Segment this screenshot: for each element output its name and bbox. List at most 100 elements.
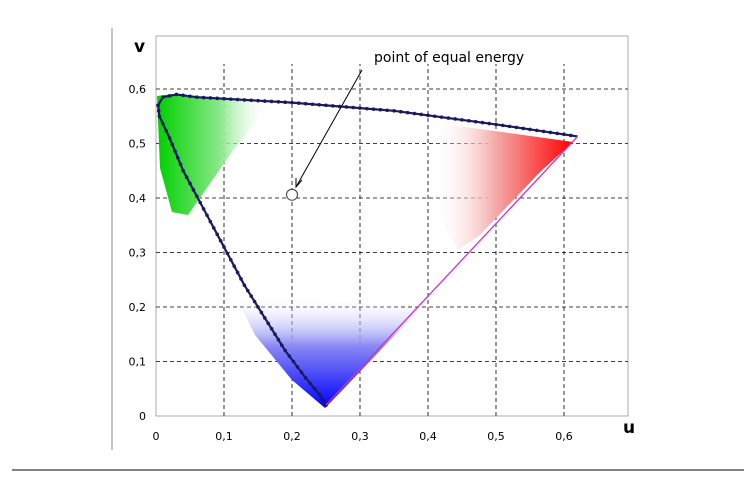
locus-marker bbox=[195, 194, 199, 198]
locus-marker bbox=[181, 168, 185, 173]
locus-marker bbox=[521, 126, 525, 131]
annotation-arrowhead bbox=[295, 178, 303, 189]
locus-marker bbox=[178, 162, 183, 167]
locus-marker bbox=[161, 95, 165, 99]
locus-marker bbox=[569, 133, 573, 138]
purple-line bbox=[325, 135, 579, 406]
locus-marker bbox=[246, 288, 250, 293]
locus-marker bbox=[290, 100, 294, 105]
locus-marker bbox=[201, 95, 206, 100]
y-tick-label: 0,2 bbox=[129, 301, 147, 314]
y-tick-label: 0 bbox=[139, 410, 146, 423]
locus-marker bbox=[188, 94, 192, 99]
locus-marker bbox=[480, 120, 485, 125]
locus-marker bbox=[548, 130, 553, 135]
locus-marker bbox=[324, 103, 328, 108]
y-tick-label: 0,1 bbox=[129, 356, 147, 369]
locus-marker bbox=[280, 343, 284, 347]
locus-marker bbox=[562, 132, 566, 137]
locus-marker bbox=[535, 128, 539, 133]
locus-marker bbox=[266, 321, 271, 326]
locus-marker bbox=[175, 155, 180, 160]
locus-marker bbox=[242, 283, 247, 288]
locus-marker bbox=[467, 118, 471, 123]
locus-marker bbox=[487, 121, 492, 126]
locus-marker bbox=[184, 175, 189, 179]
locus-marker bbox=[287, 354, 292, 358]
locus-marker bbox=[269, 327, 274, 331]
equal-energy-point bbox=[285, 188, 299, 201]
locus-marker bbox=[232, 264, 236, 268]
x-tick-label: 0 bbox=[153, 430, 160, 443]
tick-labels: 0 0,1 0,2 0,3 0,4 0,5 0,6 0 0,1 0,2 0,3 0,4 0,5 0,6 bbox=[129, 83, 573, 443]
y-axis-label: v bbox=[134, 37, 145, 57]
locus-marker bbox=[439, 115, 444, 119]
locus-marker bbox=[317, 392, 322, 397]
locus-marker bbox=[256, 305, 260, 309]
locus-marker bbox=[460, 118, 464, 122]
locus-marker bbox=[344, 105, 349, 109]
spectral-locus bbox=[156, 92, 579, 407]
locus-marker bbox=[218, 238, 223, 243]
locus-marker bbox=[198, 200, 202, 205]
locus-marker bbox=[173, 149, 177, 153]
locus-marker bbox=[188, 181, 192, 186]
locus-marker bbox=[310, 102, 315, 107]
annotation-label: point of equal energy bbox=[374, 50, 524, 66]
locus-marker bbox=[317, 103, 322, 107]
y-tick-label: 0,5 bbox=[129, 138, 147, 151]
locus-marker bbox=[303, 376, 308, 380]
x-tick-label: 0,6 bbox=[555, 430, 573, 443]
locus-marker bbox=[235, 97, 240, 102]
locus-marker bbox=[222, 96, 226, 101]
locus-marker bbox=[167, 94, 172, 98]
y-tick-label: 0,6 bbox=[129, 83, 147, 96]
locus-marker bbox=[507, 124, 512, 129]
locus-marker bbox=[225, 251, 230, 256]
locus-marker bbox=[453, 117, 458, 121]
locus-marker bbox=[235, 270, 240, 275]
locus-marker bbox=[308, 381, 312, 386]
locus-marker bbox=[249, 98, 253, 103]
locus-marker bbox=[365, 106, 369, 111]
locus-marker bbox=[514, 125, 519, 130]
locus-marker bbox=[156, 109, 161, 113]
red-region bbox=[432, 123, 573, 250]
locus-marker bbox=[263, 99, 267, 103]
locus-marker bbox=[208, 219, 213, 224]
green-region bbox=[157, 94, 270, 215]
locus-marker bbox=[283, 348, 288, 353]
locus-marker bbox=[320, 397, 325, 402]
locus-marker bbox=[208, 96, 213, 100]
locus-marker bbox=[378, 107, 383, 112]
locus-marker bbox=[205, 213, 209, 218]
locus-marker bbox=[494, 122, 498, 127]
locus-marker bbox=[283, 100, 288, 105]
locus-marker bbox=[295, 365, 300, 369]
locus-marker bbox=[426, 113, 430, 118]
locus-marker bbox=[229, 257, 233, 262]
locus-marker bbox=[501, 123, 505, 128]
locus-marker bbox=[299, 370, 304, 375]
locus-marker bbox=[157, 114, 162, 119]
locus-marker bbox=[256, 98, 260, 103]
locus-marker bbox=[174, 92, 179, 97]
locus-marker bbox=[331, 104, 335, 108]
locus-marker bbox=[167, 136, 172, 140]
blue-region bbox=[236, 296, 418, 408]
locus-marker bbox=[433, 114, 437, 119]
locus-marker bbox=[276, 100, 281, 104]
locus-marker bbox=[405, 110, 410, 115]
locus-marker bbox=[252, 299, 257, 304]
locus-marker bbox=[273, 332, 277, 337]
locus-marker bbox=[222, 245, 226, 249]
locus-marker bbox=[170, 142, 175, 147]
locus-marker bbox=[312, 386, 317, 391]
locus-marker bbox=[239, 277, 243, 281]
x-tick-label: 0,1 bbox=[215, 430, 233, 443]
locus-marker bbox=[229, 97, 233, 101]
locus-marker bbox=[269, 99, 274, 104]
locus-marker bbox=[215, 96, 219, 101]
locus-marker bbox=[212, 226, 216, 230]
